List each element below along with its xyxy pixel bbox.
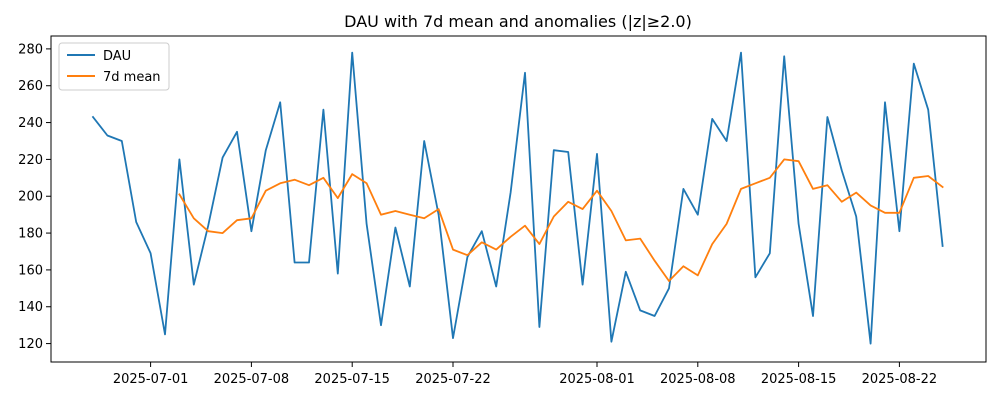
x-tick-label: 2025-08-01 (559, 372, 635, 387)
x-tick-label: 2025-07-22 (415, 372, 491, 387)
series-layer (91, 51, 944, 345)
y-tick-label: 280 (18, 42, 43, 57)
legend-label-dau: DAU (103, 49, 131, 64)
y-tick-label: 160 (18, 263, 43, 278)
y-tick-label: 200 (18, 190, 43, 205)
legend: DAU 7d mean (58, 42, 170, 91)
x-tick-label: 2025-07-15 (314, 372, 390, 387)
x-tick-label: 2025-08-22 (862, 372, 938, 387)
y-tick-label: 180 (18, 227, 43, 242)
y-axis: 120 140 160 180 200 220 240 260 280 (18, 42, 51, 352)
x-tick-label: 2025-07-08 (214, 372, 290, 387)
y-tick-label: 260 (18, 79, 43, 94)
series-line-dau (91, 51, 944, 345)
legend-label-7d-mean: 7d mean (103, 70, 161, 85)
x-axis: 2025-07-01 2025-07-08 2025-07-15 2025-07-22… (113, 362, 937, 387)
x-tick-label: 2025-08-08 (660, 372, 736, 387)
y-tick-label: 240 (18, 116, 43, 131)
x-tick-label: 2025-07-01 (113, 372, 189, 387)
chart-title: DAU with 7d mean and anomalies (|z|≥2.0) (344, 12, 692, 31)
x-tick-label: 2025-08-15 (761, 372, 837, 387)
y-tick-label: 220 (18, 153, 43, 168)
y-tick-label: 120 (18, 337, 43, 352)
series-line-7d-mean (178, 158, 944, 282)
y-tick-label: 140 (18, 300, 43, 315)
plot-area-frame (50, 35, 987, 363)
